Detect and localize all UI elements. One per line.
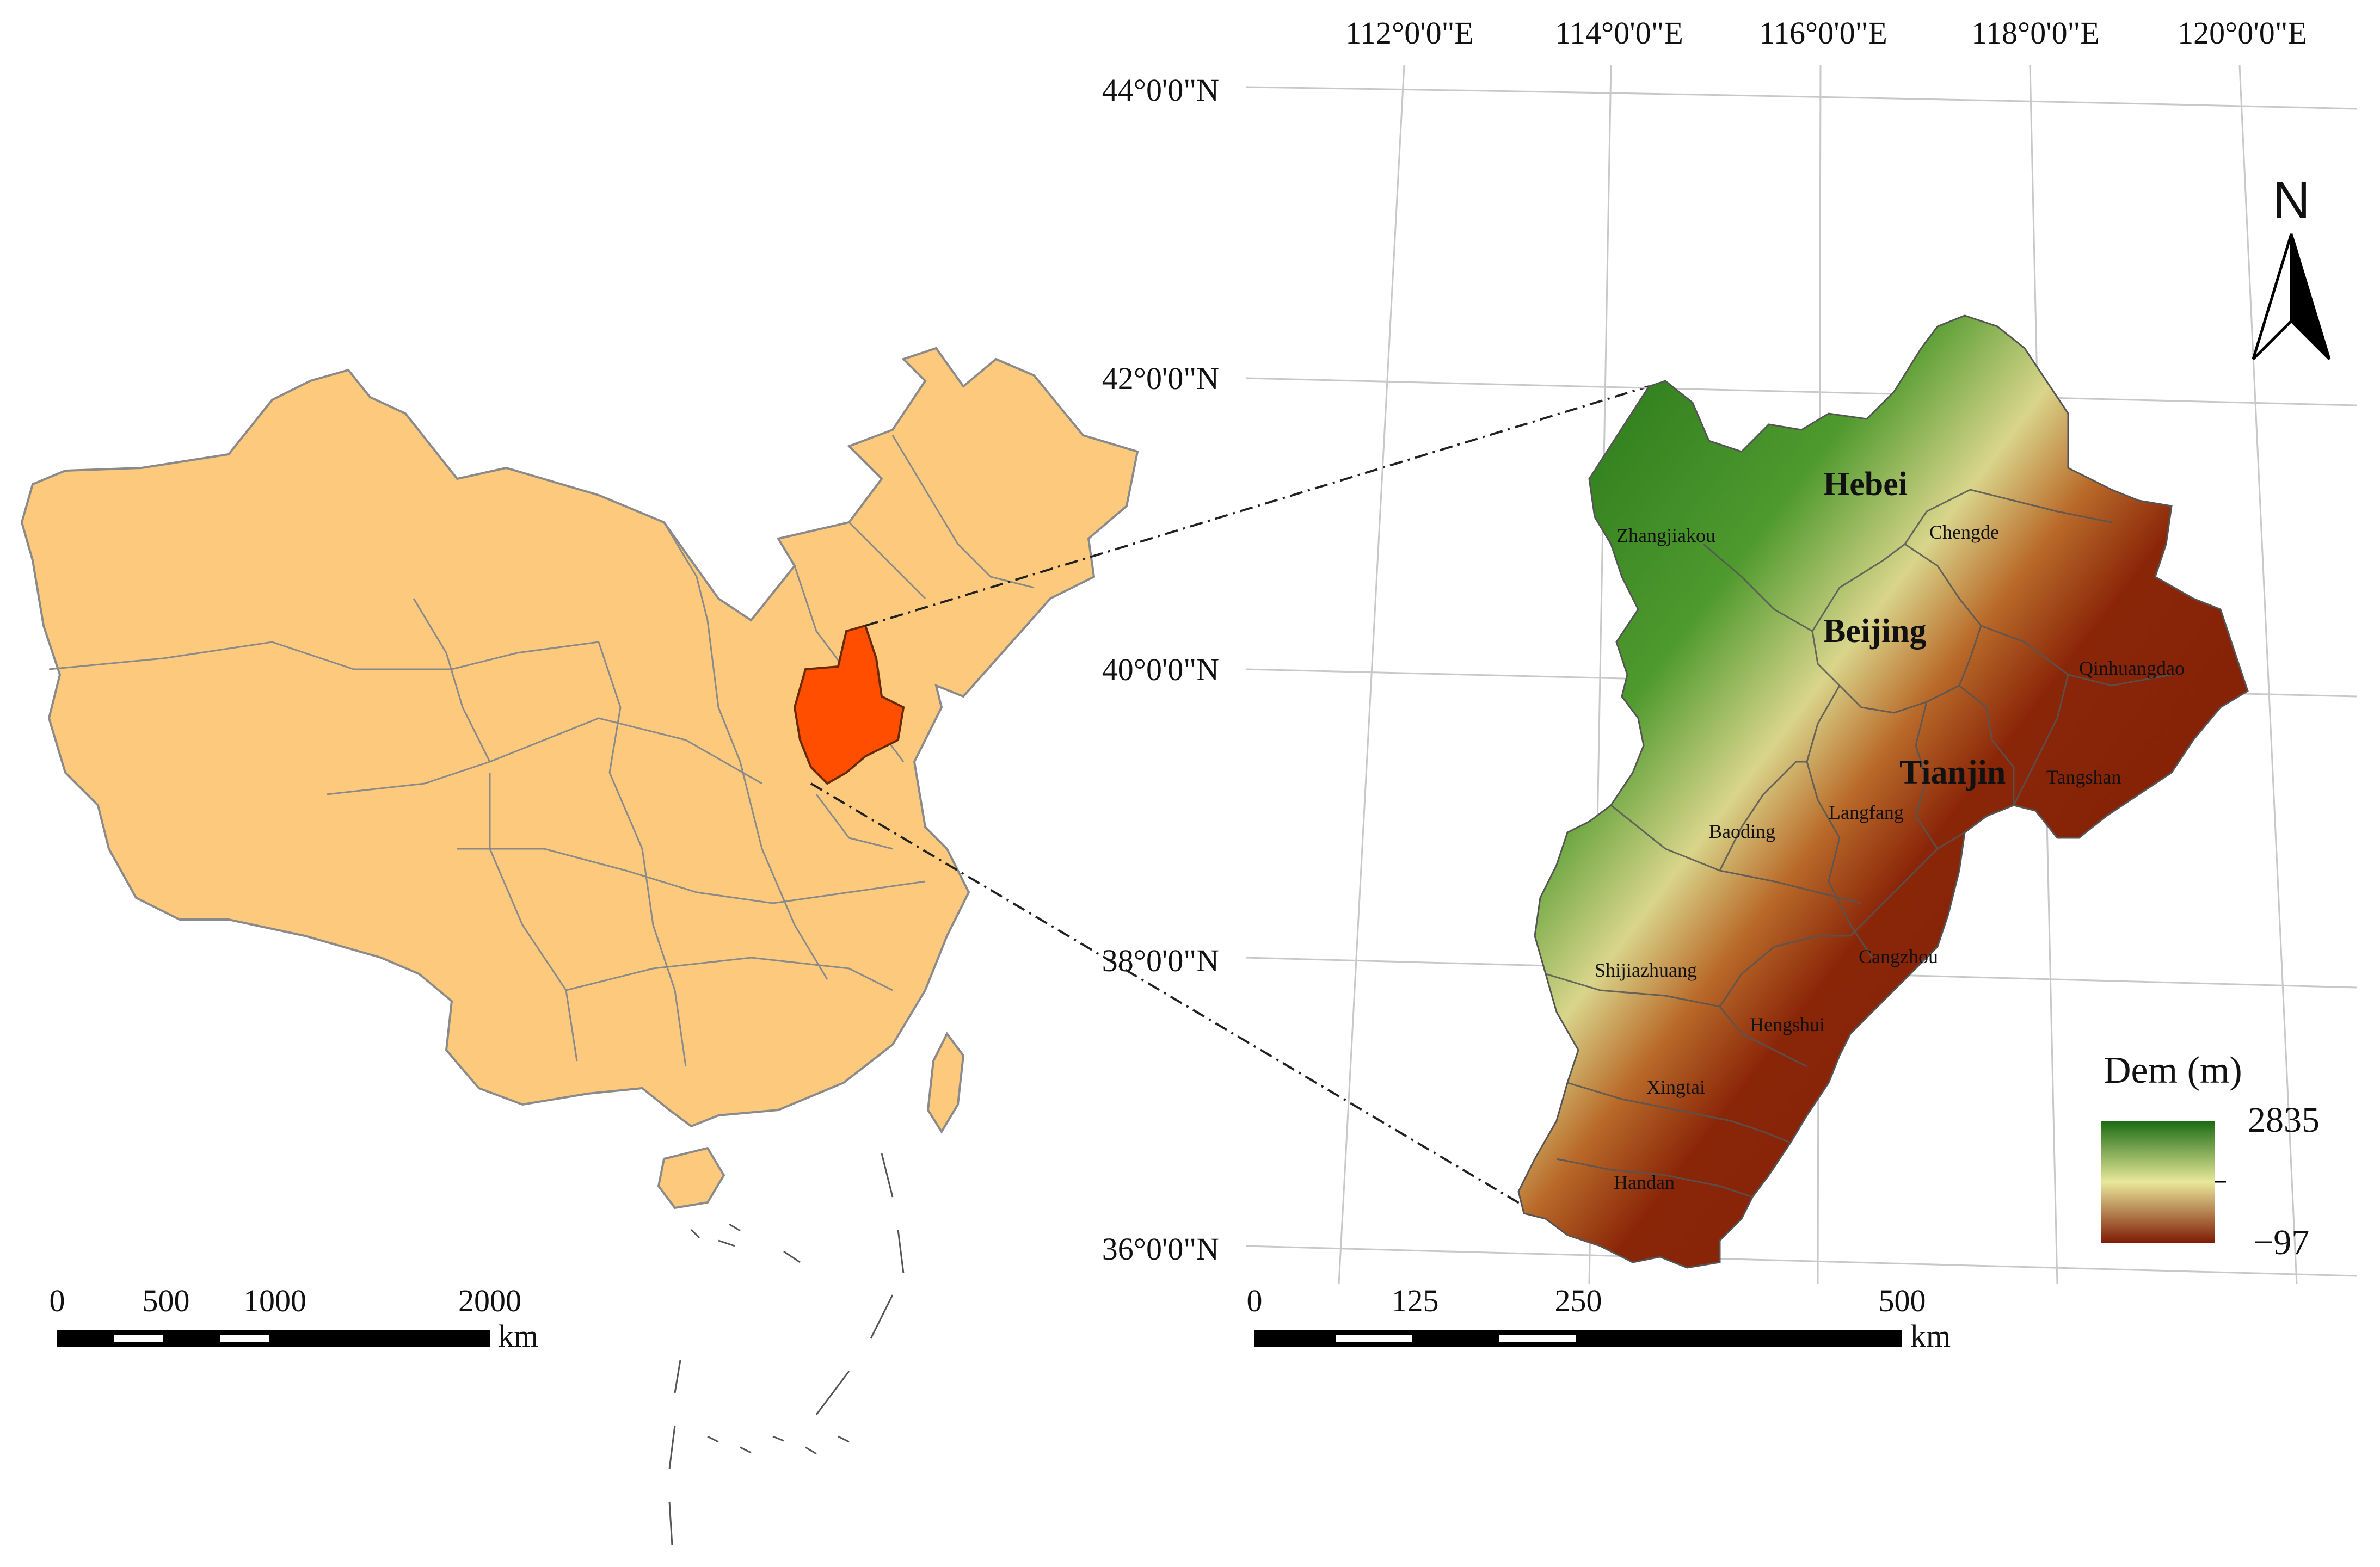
- overview-scale-tick: 2000: [458, 1283, 521, 1318]
- prefecture-borders: [1545, 489, 2172, 1198]
- city-label: Cangzhou: [1859, 946, 1938, 967]
- overview-scale-tick: 0: [50, 1283, 65, 1318]
- lat-label: 38°0'0"N: [1102, 943, 1219, 978]
- city-label: Xingtai: [1646, 1076, 1705, 1098]
- region-label-beijing: Beijing: [1823, 613, 1926, 650]
- city-label: Zhangjiakou: [1616, 525, 1715, 546]
- lat-label: 42°0'0"N: [1102, 361, 1219, 396]
- tianjin-border: [1915, 684, 2015, 850]
- city-labels: Zhangjiakou Chengde Qinhuangdao Tangshan…: [1595, 521, 2185, 1193]
- dem-legend: Dem (m) 2835 −97: [2101, 1050, 2320, 1262]
- jingjinji-dem-surface: [1517, 314, 2249, 1269]
- city-label: Tangshan: [2046, 766, 2121, 788]
- lon-label: 120°0'0"E: [2178, 15, 2307, 51]
- main-scale-unit: km: [1910, 1318, 1951, 1354]
- graticule-lat-line: [1246, 86, 2357, 110]
- city-label: Baoding: [1709, 820, 1775, 842]
- lon-label: 118°0'0"E: [1971, 15, 2100, 51]
- region-labels: Hebei Beijing Tianjin: [1823, 466, 2006, 791]
- lat-label: 40°0'0"N: [1102, 652, 1219, 687]
- main-scale-tick: 500: [1879, 1283, 1926, 1318]
- north-arrow: N: [2252, 171, 2331, 360]
- lon-label: 116°0'0"E: [1759, 15, 1887, 51]
- overview-scale-unit: km: [498, 1318, 538, 1354]
- overview-scale-tick: 500: [143, 1283, 190, 1318]
- legend-max: 2835: [2248, 1100, 2320, 1140]
- city-label: Handan: [1614, 1171, 1675, 1193]
- legend-colorbar: [2101, 1121, 2215, 1243]
- city-label: Shijiazhuang: [1595, 959, 1697, 981]
- hainan-island: [657, 1146, 725, 1210]
- legend-min: −97: [2253, 1223, 2309, 1262]
- main-scale-tick: 125: [1392, 1283, 1439, 1318]
- city-label: Hengshui: [1750, 1014, 1825, 1035]
- graticule-lon-line: [2238, 65, 2298, 1285]
- north-arrow-icon: [2252, 233, 2293, 360]
- overview-scale-bar: 0 500 1000 2000 km: [50, 1283, 539, 1354]
- main-scale-tick: 0: [1247, 1283, 1263, 1318]
- beijing-border: [1811, 543, 1982, 714]
- graticule-lat-line: [1246, 377, 2357, 406]
- main-scale-tick: 250: [1555, 1283, 1602, 1318]
- legend-title: Dem (m): [2104, 1050, 2242, 1091]
- lon-label: 114°0'0"E: [1555, 15, 1683, 51]
- graticule-lat-line: [1246, 1245, 2357, 1277]
- city-label: Chengde: [1929, 521, 1999, 543]
- taiwan-island: [926, 1032, 965, 1134]
- zoom-connector: [810, 385, 1650, 1220]
- region-label-hebei: Hebei: [1823, 466, 1908, 503]
- south-china-sea-islands: [668, 1153, 905, 1546]
- lon-label: 112°0'0"E: [1345, 15, 1474, 51]
- overview-map: [20, 347, 1139, 1546]
- china-landmass: [20, 347, 1139, 1128]
- city-label: Langfang: [1829, 801, 1904, 823]
- lat-label: 36°0'0"N: [1102, 1231, 1219, 1267]
- hebei-highlight: [793, 624, 905, 785]
- zoom-line-top: [865, 385, 1650, 627]
- dem-map: [1517, 314, 2249, 1269]
- overview-scale-tick: 1000: [243, 1283, 306, 1318]
- north-arrow-label: N: [2272, 171, 2310, 229]
- graticule-lon-line: [1338, 65, 1405, 1285]
- main-scale-bar: 0 125 250 500 km: [1247, 1283, 1951, 1354]
- city-label: Qinhuangdao: [2079, 657, 2185, 679]
- region-label-tianjin: Tianjin: [1899, 754, 2006, 791]
- lat-label: 44°0'0"N: [1102, 72, 1219, 108]
- zoom-line-bottom: [810, 782, 1547, 1220]
- graticule-labels: 112°0'0"E 114°0'0"E 116°0'0"E 118°0'0"E …: [1102, 15, 2307, 1267]
